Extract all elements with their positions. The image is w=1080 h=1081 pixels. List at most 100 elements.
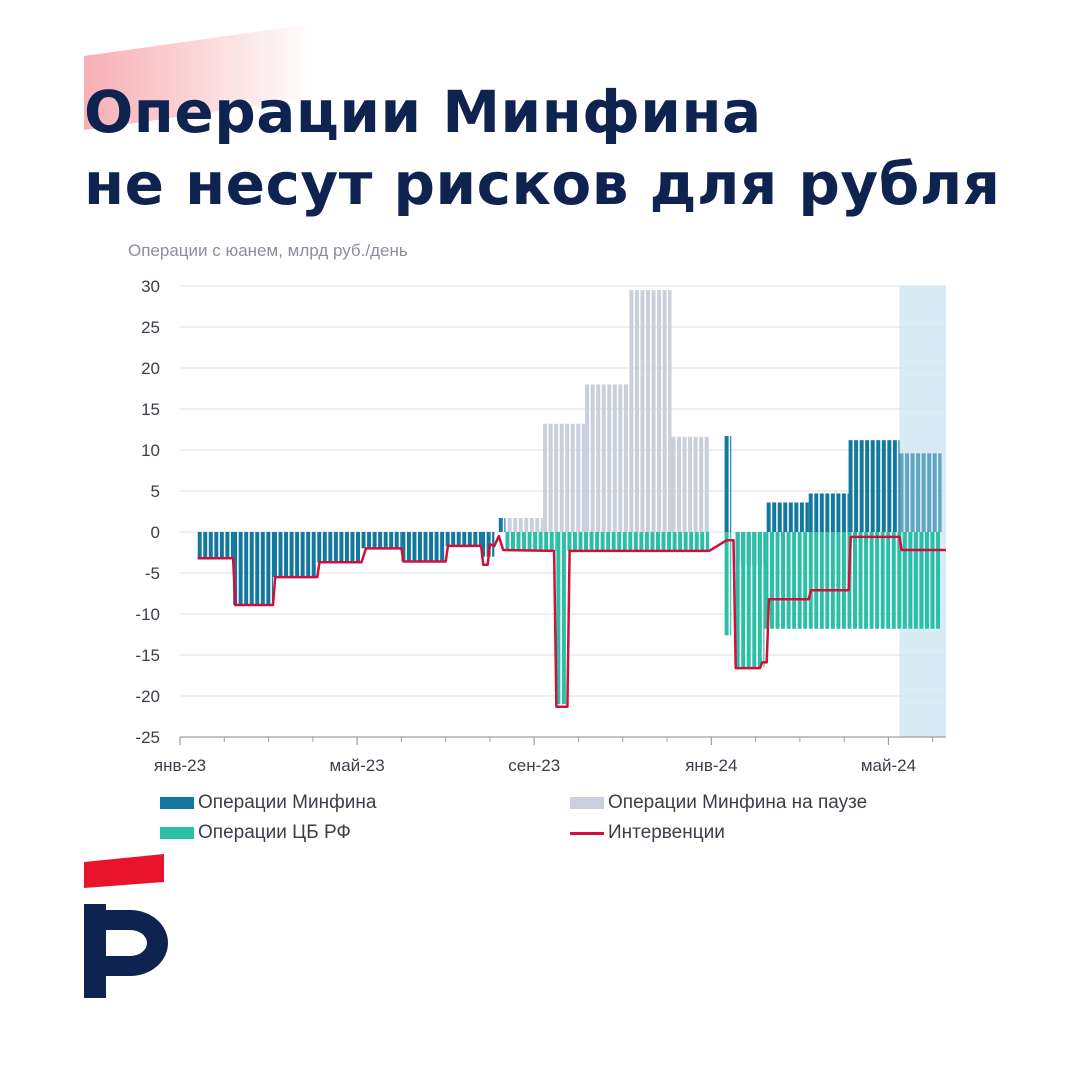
bar — [590, 384, 595, 532]
bar — [924, 532, 929, 629]
bar — [763, 532, 765, 668]
x-tick-label: янв-24 — [685, 756, 737, 775]
bar — [916, 453, 921, 532]
bar — [533, 532, 538, 551]
y-tick-label: -5 — [145, 564, 160, 583]
bar — [794, 502, 799, 532]
bar — [628, 532, 633, 551]
bar — [581, 423, 586, 532]
interventions-line — [197, 534, 946, 708]
x-tick-labels: янв-23 май-23 сен-23 янв-24 май-24 — [154, 756, 916, 775]
bar — [927, 453, 932, 532]
bar — [808, 532, 813, 629]
bar — [561, 532, 566, 705]
bar — [467, 532, 472, 546]
bar — [777, 502, 782, 532]
bar — [238, 532, 243, 605]
legend-label-interventions: Интервенции — [608, 822, 725, 843]
bar — [730, 436, 732, 532]
y-tick-label: -20 — [135, 687, 160, 706]
y-tick-label: 20 — [141, 359, 160, 378]
bar — [478, 532, 482, 546]
bar — [585, 384, 590, 532]
bar — [724, 436, 729, 532]
bar — [197, 532, 202, 559]
bar — [858, 532, 863, 629]
bar — [456, 532, 461, 546]
bar — [278, 532, 283, 578]
bar — [841, 532, 846, 629]
bar — [440, 532, 445, 562]
bar — [260, 532, 265, 605]
bar — [219, 532, 224, 559]
bar — [910, 453, 915, 532]
y-tick-label: 25 — [141, 318, 160, 337]
bar — [584, 532, 589, 551]
bar — [504, 518, 506, 532]
bar — [596, 384, 601, 532]
bar — [513, 518, 518, 532]
bar — [289, 532, 294, 578]
bar — [406, 532, 411, 562]
bar — [803, 532, 808, 629]
bar — [554, 423, 559, 532]
legend-item-interventions: Интервенции — [570, 822, 725, 844]
bar — [481, 532, 486, 557]
bar — [544, 532, 549, 551]
bar — [724, 532, 729, 636]
bar — [938, 453, 942, 532]
bar — [819, 493, 824, 532]
bar — [859, 440, 864, 532]
bar — [819, 532, 824, 629]
bar — [682, 436, 687, 532]
bar — [683, 532, 688, 551]
bar — [328, 532, 333, 563]
bar — [700, 532, 705, 551]
bar — [836, 493, 841, 532]
bar — [617, 532, 622, 551]
bar — [693, 436, 698, 532]
bar — [783, 502, 788, 532]
bar — [766, 502, 771, 532]
bar — [887, 440, 892, 532]
bar — [689, 532, 694, 551]
bar — [629, 290, 634, 532]
bar — [284, 532, 289, 578]
bar — [378, 532, 383, 549]
bar — [543, 423, 548, 532]
y-tick-label: 15 — [141, 400, 160, 419]
bar — [589, 532, 594, 551]
bar — [507, 518, 512, 532]
bar — [611, 532, 616, 551]
bar — [667, 532, 672, 551]
bar — [549, 532, 554, 551]
y-tick-label: 5 — [151, 482, 160, 501]
bar — [892, 440, 897, 532]
bar — [412, 532, 417, 562]
bar — [651, 290, 656, 532]
bar — [808, 493, 813, 532]
bar — [897, 532, 902, 629]
bar — [473, 532, 478, 546]
bar — [339, 532, 344, 563]
bar — [668, 290, 672, 532]
bar — [317, 532, 322, 563]
bar — [214, 532, 219, 559]
headline: Операции Минфина не несут рисков для руб… — [84, 76, 1000, 220]
bar — [538, 532, 543, 551]
bar — [891, 532, 896, 629]
bar — [451, 532, 456, 546]
bar — [559, 423, 564, 532]
legend-item-cb: Операции ЦБ РФ — [160, 822, 351, 844]
interventions-layer — [197, 534, 946, 708]
bar — [730, 532, 732, 636]
bar — [932, 453, 937, 532]
bar — [272, 532, 277, 578]
bar — [600, 532, 605, 551]
y-tick-label: 30 — [141, 277, 160, 296]
bar — [401, 532, 406, 562]
bar — [306, 532, 311, 578]
x-tick-label: май-23 — [330, 756, 385, 775]
x-tick-label: янв-23 — [154, 756, 206, 775]
y-axis-title: Операции с юанем, млрд руб./день — [128, 241, 408, 260]
